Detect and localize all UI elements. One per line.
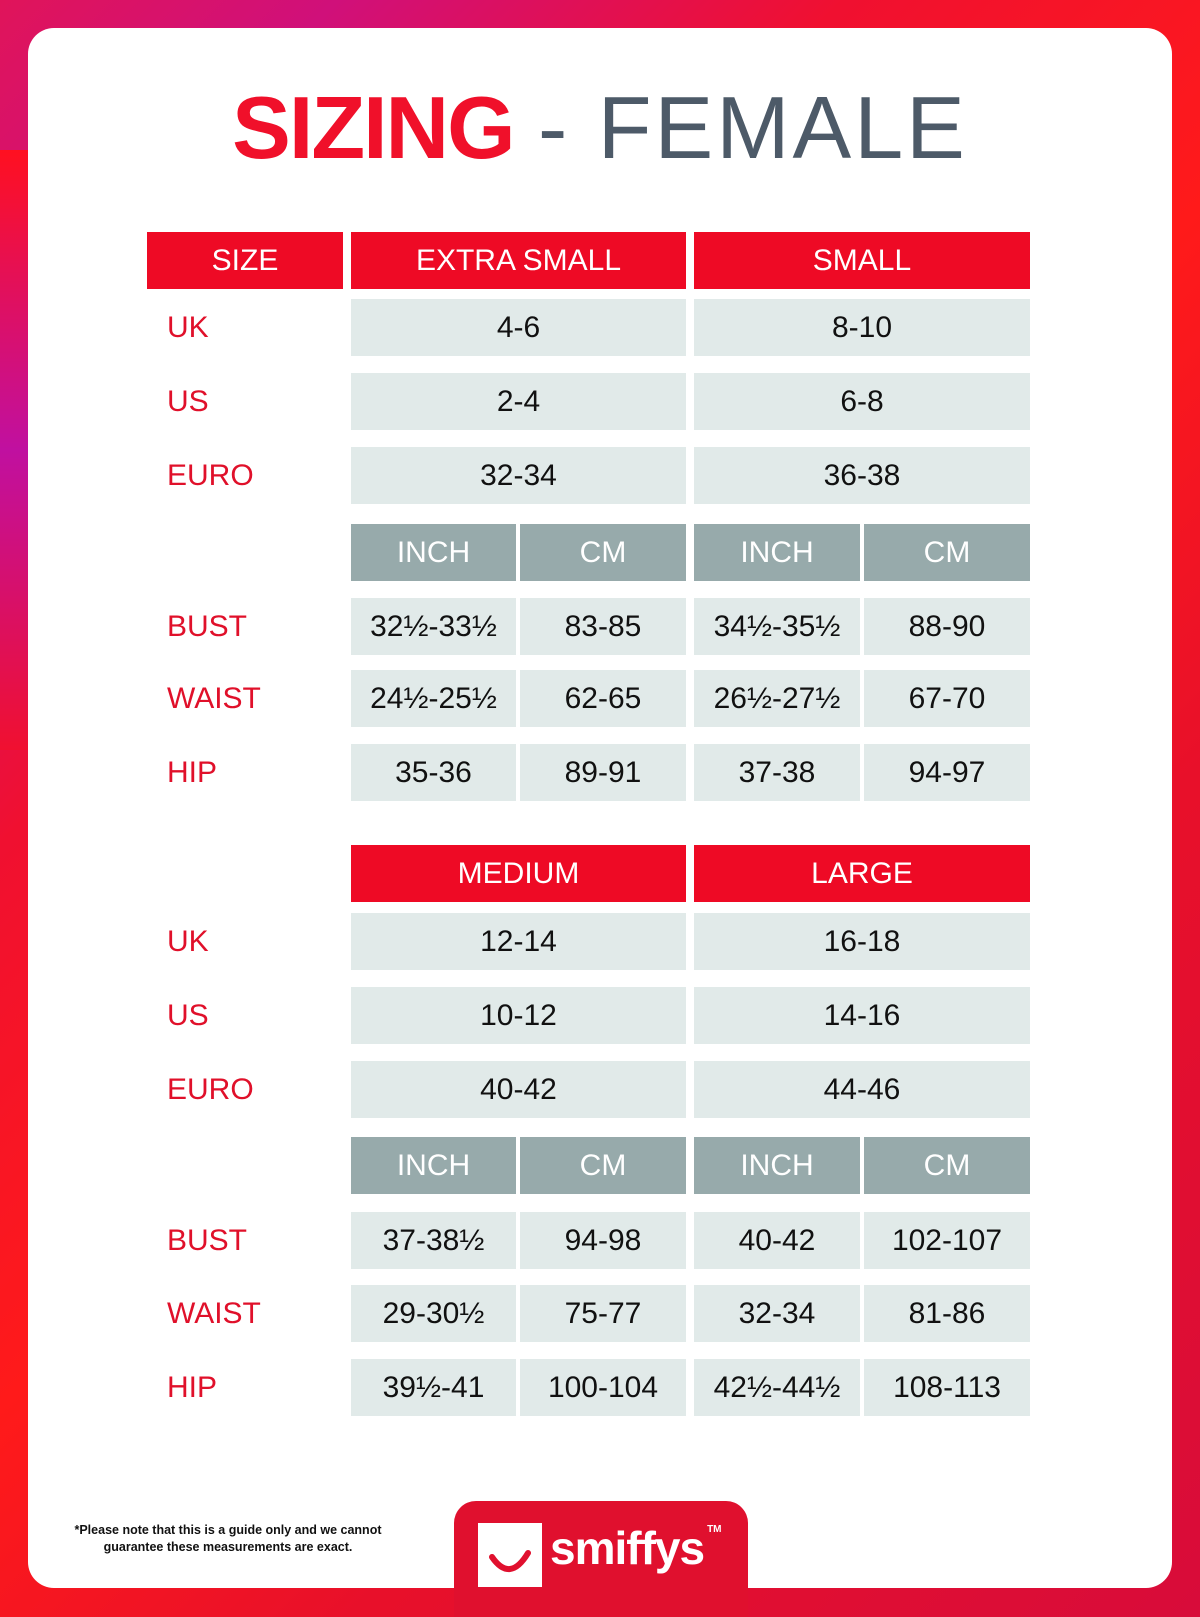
table-cell: 81-86 (864, 1285, 1030, 1342)
row-label: WAIST (167, 1296, 261, 1330)
disclaimer-note: *Please note that this is a guide only a… (74, 1523, 382, 1554)
size-column-header: MEDIUM (351, 845, 686, 902)
table-cell: 36-38 (694, 447, 1030, 504)
table-cell: 102-107 (864, 1212, 1030, 1269)
row-label: UK (167, 924, 209, 958)
unit-header: CM (864, 524, 1030, 581)
table-cell: 100-104 (520, 1359, 686, 1416)
trademark: TM (707, 1524, 722, 1535)
table-cell: 24½-25½ (351, 670, 516, 727)
size-column-header: EXTRA SMALL (351, 232, 686, 289)
title-light: - FEMALE (537, 78, 968, 177)
row-label: WAIST (167, 681, 261, 715)
table-cell: 89-91 (520, 744, 686, 801)
table-cell: 37-38 (694, 744, 860, 801)
unit-header: INCH (694, 1137, 860, 1194)
brand-logo: smiffys (550, 1522, 705, 1574)
row-label: UK (167, 310, 209, 344)
brand-logo-group: smiffys TM (550, 1518, 722, 1578)
table-cell: 32½-33½ (351, 598, 516, 655)
table-cell: 29-30½ (351, 1285, 516, 1342)
table-cell: 62-65 (520, 670, 686, 727)
table-cell: 39½-41 (351, 1359, 516, 1416)
table-cell: 34½-35½ (694, 598, 860, 655)
table-cell: 40-42 (694, 1212, 860, 1269)
row-label: BUST (167, 1223, 248, 1257)
table-cell: 32-34 (694, 1285, 860, 1342)
row-label: BUST (167, 609, 248, 643)
unit-header: INCH (351, 1137, 516, 1194)
table-cell: 88-90 (864, 598, 1030, 655)
table-cell: 8-10 (694, 299, 1030, 356)
row-label: US (167, 998, 209, 1032)
page-title: SIZING - FEMALE (0, 78, 1200, 178)
row-label: HIP (167, 755, 218, 789)
table-cell: 6-8 (694, 373, 1030, 430)
table-cell: 94-98 (520, 1212, 686, 1269)
table-cell: 4-6 (351, 299, 686, 356)
table-cell: 75-77 (520, 1285, 686, 1342)
table-cell: 94-97 (864, 744, 1030, 801)
row-label: EURO (167, 1072, 254, 1106)
unit-header: INCH (351, 524, 516, 581)
size-column-header: SMALL (694, 232, 1030, 289)
table-cell: 67-70 (864, 670, 1030, 727)
table-cell: 32-34 (351, 447, 686, 504)
size-header: SIZE (147, 232, 343, 289)
table-cell: 12-14 (351, 913, 686, 970)
row-label: EURO (167, 458, 254, 492)
table-cell: 37-38½ (351, 1212, 516, 1269)
table-cell: 35-36 (351, 744, 516, 801)
unit-header: CM (520, 1137, 686, 1194)
table-cell: 14-16 (694, 987, 1030, 1044)
table-cell: 2-4 (351, 373, 686, 430)
table-cell: 26½-27½ (694, 670, 860, 727)
title-bold: SIZING (232, 78, 515, 177)
unit-header: CM (864, 1137, 1030, 1194)
table-cell: 83-85 (520, 598, 686, 655)
row-label: US (167, 384, 209, 418)
table-cell: 44-46 (694, 1061, 1030, 1118)
unit-header: CM (520, 524, 686, 581)
table-cell: 42½-44½ (694, 1359, 860, 1416)
unit-header: INCH (694, 524, 860, 581)
smile-logo-icon (478, 1523, 542, 1587)
row-label: HIP (167, 1370, 218, 1404)
table-cell: 10-12 (351, 987, 686, 1044)
size-column-header: LARGE (694, 845, 1030, 902)
table-cell: 108-113 (864, 1359, 1030, 1416)
table-cell: 16-18 (694, 913, 1030, 970)
table-cell: 40-42 (351, 1061, 686, 1118)
